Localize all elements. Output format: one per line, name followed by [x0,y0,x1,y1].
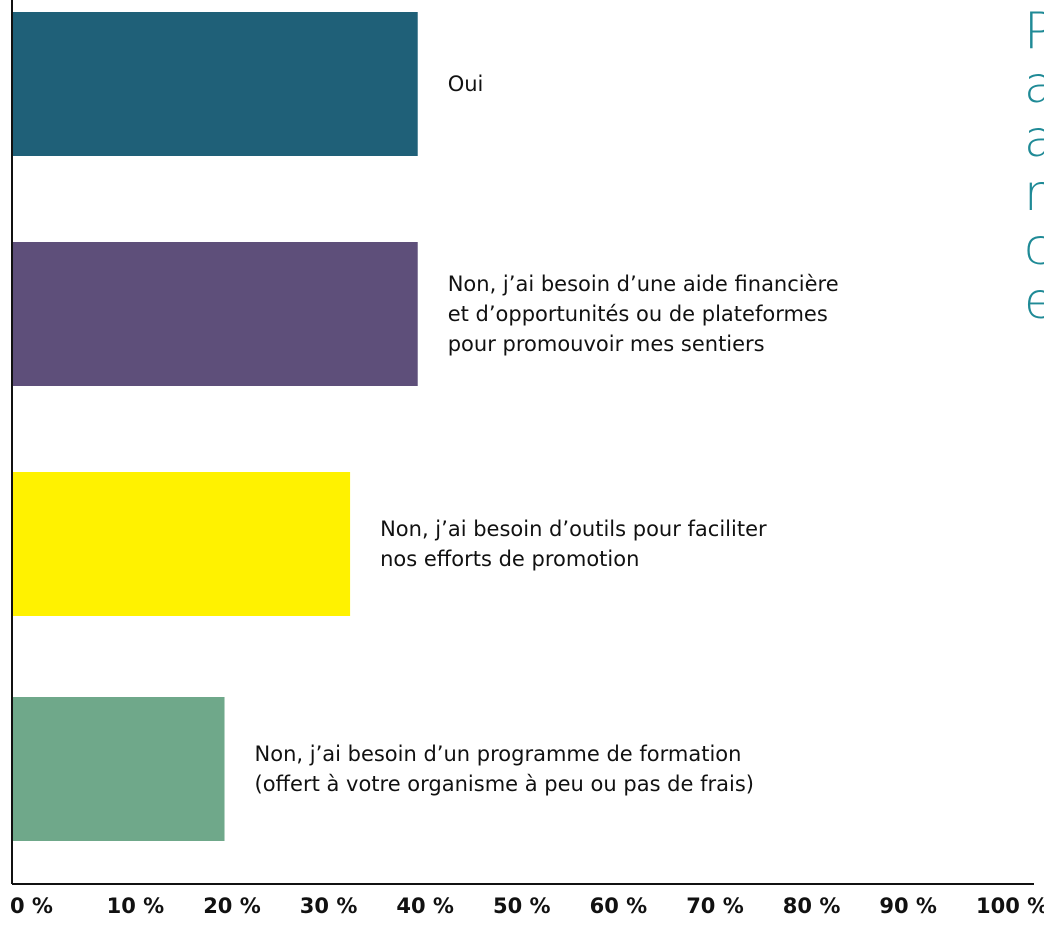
x-tick-label: 100 % [976,894,1044,918]
x-tick-label: 0 % [10,894,53,918]
category-label: Non, j’ai besoin d’un programme de forma… [254,742,754,796]
side-title-fragment: a [1024,56,1044,114]
category-label: Non, j’ai besoin d’une aide financière e… [447,272,839,356]
x-tick-label: 50 % [493,894,551,918]
category-label: Non, j’ai besoin d’outils pour faciliter… [380,517,767,571]
bar [12,242,418,386]
side-title-fragment: c [1024,218,1044,276]
x-tick-label: 30 % [299,894,358,918]
x-tick-label: 70 % [686,894,744,918]
x-tick-label: 60 % [589,894,648,918]
bar [12,697,225,841]
side-title-fragment: P [1024,2,1044,60]
x-tick-label: 90 % [879,894,937,918]
x-tick-label: 10 % [106,894,165,918]
x-tick-label: 20 % [203,894,261,918]
side-title-fragment: r [1024,164,1044,222]
side-title-fragment: a [1024,110,1044,168]
x-tick-label: 80 % [782,894,841,918]
bar [12,472,351,616]
x-tick-label: 40 % [396,894,454,918]
bar [12,12,418,156]
category-label: Oui [447,72,484,96]
side-title-fragment: e [1024,272,1044,330]
